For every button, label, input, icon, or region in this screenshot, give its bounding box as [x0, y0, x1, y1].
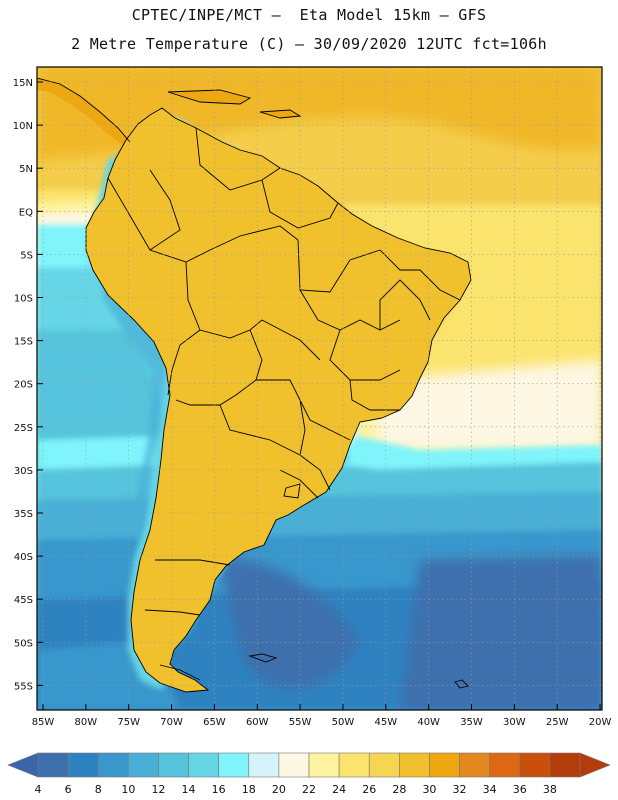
- colorbar-label: 20: [272, 783, 286, 796]
- colorbar-label: 14: [182, 783, 196, 796]
- colorbar-label: 18: [242, 783, 256, 796]
- chart-title-line-2: 2 Metre Temperature (C) – 30/09/2020 12U…: [71, 35, 547, 53]
- colorbar-under-arrow: [7, 752, 39, 778]
- colorbar-swatch: [188, 752, 219, 778]
- lon-tick-label: 40W: [417, 717, 440, 728]
- lon-tick-label: 50W: [332, 717, 355, 728]
- lon-tick-label: 25W: [546, 717, 569, 728]
- lat-tick-label: 55S: [14, 681, 33, 692]
- colorbar-label: 4: [35, 783, 42, 796]
- colorbar-swatch: [67, 752, 99, 778]
- colorbar-label: 22: [302, 783, 316, 796]
- lat-tick-label: 5S: [20, 250, 33, 261]
- colorbar-label: 24: [332, 783, 346, 796]
- colorbar-swatch: [519, 752, 551, 778]
- lon-tick-label: 20W: [589, 717, 612, 728]
- colorbar-swatch: [128, 752, 159, 778]
- lat-tick-label: 20S: [14, 380, 33, 391]
- lat-tick-label: 15S: [14, 337, 33, 348]
- lon-tick-label: 60W: [246, 717, 269, 728]
- colorbar-swatch: [158, 752, 189, 778]
- colorbar-swatch: [459, 752, 490, 778]
- temperature-field: [37, 67, 602, 710]
- lon-tick-label: 70W: [160, 717, 183, 728]
- political-boundaries: [37, 77, 472, 693]
- lon-tick-label: 45W: [374, 717, 397, 728]
- colorbar-over-arrow: [579, 752, 611, 778]
- lon-tick-label: 55W: [289, 717, 312, 728]
- lat-tick-label: 10N: [13, 121, 33, 132]
- lon-tick-label: 35W: [460, 717, 483, 728]
- colorbar-label: 12: [151, 783, 165, 796]
- colorbar-swatch: [549, 752, 581, 778]
- temperature-colorbar: 4 6 8 10 12 14 16 18 20 22 24 26 28 30 32 34 36 38: [7, 752, 611, 796]
- colorbar-label: 10: [121, 783, 135, 796]
- colorbar-swatch: [489, 752, 521, 778]
- colorbar-label: 30: [422, 783, 436, 796]
- lat-tick-label: 50S: [14, 638, 33, 649]
- colorbar-label: 38: [543, 783, 557, 796]
- lat-tick-label: 5N: [19, 164, 33, 175]
- colorbar-swatch: [308, 752, 340, 778]
- lon-tick-label: 80W: [75, 717, 98, 728]
- colorbar-label: 16: [212, 783, 226, 796]
- lat-tick-label: 40S: [14, 552, 33, 563]
- lat-tick-label: 45S: [14, 595, 33, 606]
- lat-tick-label: 15N: [13, 78, 33, 89]
- lat-tick-label: EQ: [19, 207, 33, 218]
- colorbar-swatch: [429, 752, 460, 778]
- map-frame: [36, 66, 603, 711]
- colorbar-swatch: [338, 752, 370, 778]
- lat-tick-label: 30S: [14, 466, 33, 477]
- colorbar-swatch: [278, 752, 310, 778]
- lat-tick-label: 10S: [14, 294, 33, 305]
- colorbar-label: 36: [513, 783, 527, 796]
- chart-title-line-1: CPTEC/INPE/MCT – Eta Model 15km – GFS: [131, 6, 487, 24]
- lat-tick-label: 35S: [14, 509, 33, 520]
- colorbar-swatch: [248, 752, 280, 778]
- colorbar-swatch: [399, 752, 430, 778]
- lon-tick-label: 30W: [503, 717, 526, 728]
- colorbar-swatch: [218, 752, 250, 778]
- lon-tick-label: 65W: [203, 717, 226, 728]
- colorbar-label: 26: [362, 783, 376, 796]
- colorbar-label: 28: [392, 783, 406, 796]
- map-axes: 15N 10N 5N EQ 5S 10S 15S 20S 25S 30S 35S 40S 45S 50S 5…: [13, 78, 612, 728]
- colorbar-label: 6: [65, 783, 72, 796]
- lat-tick-label: 25S: [14, 423, 33, 434]
- colorbar-label: 32: [453, 783, 467, 796]
- gridlines: [37, 67, 602, 710]
- lon-tick-label: 75W: [117, 717, 140, 728]
- colorbar-label: 34: [483, 783, 497, 796]
- colorbar-label: 8: [95, 783, 102, 796]
- colorbar-swatch: [368, 752, 400, 778]
- colorbar-swatch: [97, 752, 129, 778]
- colorbar-swatch: [37, 752, 69, 778]
- lon-tick-label: 85W: [32, 717, 55, 728]
